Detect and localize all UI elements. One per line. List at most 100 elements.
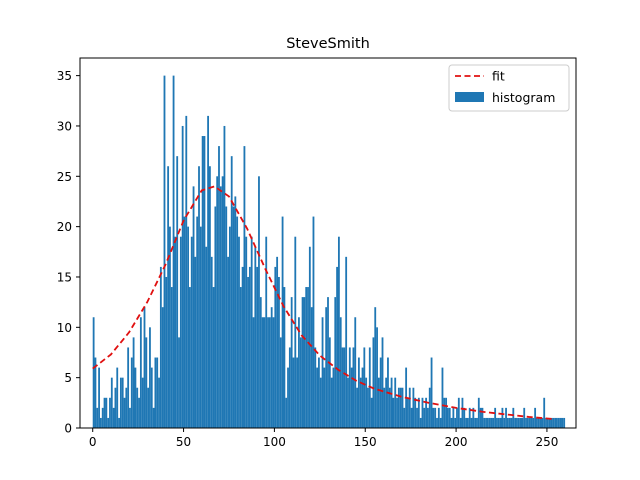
histogram-bar (381, 337, 384, 428)
histogram-bar (263, 317, 266, 428)
histogram-bar (332, 367, 335, 428)
histogram-bar (450, 417, 453, 428)
histogram-bar (459, 417, 462, 428)
histogram-bar (485, 417, 487, 428)
histogram-bar (285, 397, 288, 428)
histogram-bar (508, 417, 511, 428)
histogram-bar (437, 407, 440, 428)
histogram-bar (296, 357, 299, 428)
histogram-bar (185, 115, 188, 428)
histogram-bar (129, 407, 131, 428)
histogram-bar (357, 357, 360, 428)
fit-line (92, 185, 553, 420)
histogram-bar (125, 387, 128, 428)
histogram-bar (163, 75, 166, 428)
histogram-bar (189, 287, 191, 428)
histogram-bar (207, 115, 209, 428)
histogram-bar (347, 377, 349, 428)
fit-line-group (92, 185, 553, 420)
histogram-bar (388, 387, 391, 428)
histogram-bar (236, 216, 239, 428)
histogram-bar (517, 417, 520, 428)
histogram-bar (316, 367, 319, 428)
histogram-bar (505, 407, 507, 428)
histogram-bar (219, 186, 222, 428)
histogram-bar (367, 387, 369, 428)
histogram-bar (94, 357, 97, 428)
histogram-bar (397, 387, 400, 428)
histogram-bar (416, 407, 418, 428)
histogram-bar (476, 417, 478, 428)
histogram-bar (136, 387, 139, 428)
histogram-bar (192, 186, 195, 428)
chart-title: SteveSmith (286, 36, 370, 52)
histogram-bar (552, 417, 555, 428)
histogram-bar (350, 367, 353, 428)
histogram-bar (109, 397, 111, 428)
histogram-bar (368, 347, 371, 428)
histogram-bar (536, 417, 538, 428)
y-tick-label: 10 (57, 321, 72, 335)
histogram-bar (330, 377, 333, 428)
histogram-bar (214, 206, 217, 428)
histogram-bar (158, 377, 160, 428)
histogram-bar (372, 337, 375, 428)
histogram-bar (294, 236, 297, 428)
x-tick-label: 150 (354, 435, 377, 449)
histogram-bar (268, 317, 271, 428)
histogram-bar (352, 347, 355, 428)
histogram-bar (414, 397, 417, 428)
histogram-bar (403, 407, 406, 428)
histogram-bar (247, 276, 249, 428)
histogram-bar (466, 417, 469, 428)
histogram-bar (407, 397, 409, 428)
histogram-bar (281, 216, 284, 428)
histogram-bar (179, 236, 182, 428)
histogram-bar (477, 397, 480, 428)
histogram-bar (190, 236, 193, 428)
histogram-bar (299, 337, 302, 428)
histogram-bar (210, 256, 213, 428)
histogram-bar (456, 407, 458, 428)
histogram-bars (92, 75, 566, 429)
histogram-bar (298, 317, 300, 428)
histogram-bar (439, 417, 442, 428)
histogram-bar (543, 397, 546, 428)
histogram-bar (419, 417, 422, 428)
x-tick-label: 100 (263, 435, 286, 449)
histogram-bar (379, 357, 382, 428)
histogram-bar (434, 407, 437, 428)
histogram-bar (292, 357, 295, 428)
histogram-bar (486, 417, 489, 428)
histogram-bar (348, 347, 351, 428)
histogram-bar (525, 417, 527, 428)
histogram-bar (392, 397, 395, 428)
histogram-bar (512, 407, 515, 428)
histogram-bar (445, 397, 448, 428)
histogram-bar (530, 417, 533, 428)
histogram-bar (457, 397, 460, 428)
histogram-bar (225, 206, 228, 428)
histogram-bar (323, 367, 326, 428)
histogram-bar (149, 327, 151, 428)
y-tick-label: 15 (57, 270, 72, 284)
histogram-bar (427, 407, 429, 428)
y-tick-label: 5 (64, 371, 72, 385)
histogram-bar (99, 417, 102, 428)
y-tick-label: 20 (57, 220, 72, 234)
histogram-bar (454, 417, 457, 428)
histogram-bar (556, 417, 558, 428)
histogram-bar (463, 407, 466, 428)
histogram-bar (321, 317, 324, 428)
histogram-bar (165, 276, 168, 428)
histogram-bar (526, 417, 529, 428)
histogram-bar (545, 417, 547, 428)
histogram-bar (174, 236, 177, 428)
histogram-bar (325, 307, 328, 428)
histogram-bar (537, 417, 540, 428)
legend-histogram-label: histogram (492, 90, 555, 105)
histogram-bar (308, 246, 311, 428)
histogram-bar (408, 387, 411, 428)
histogram-bar (423, 407, 426, 428)
histogram-bar (461, 397, 464, 428)
